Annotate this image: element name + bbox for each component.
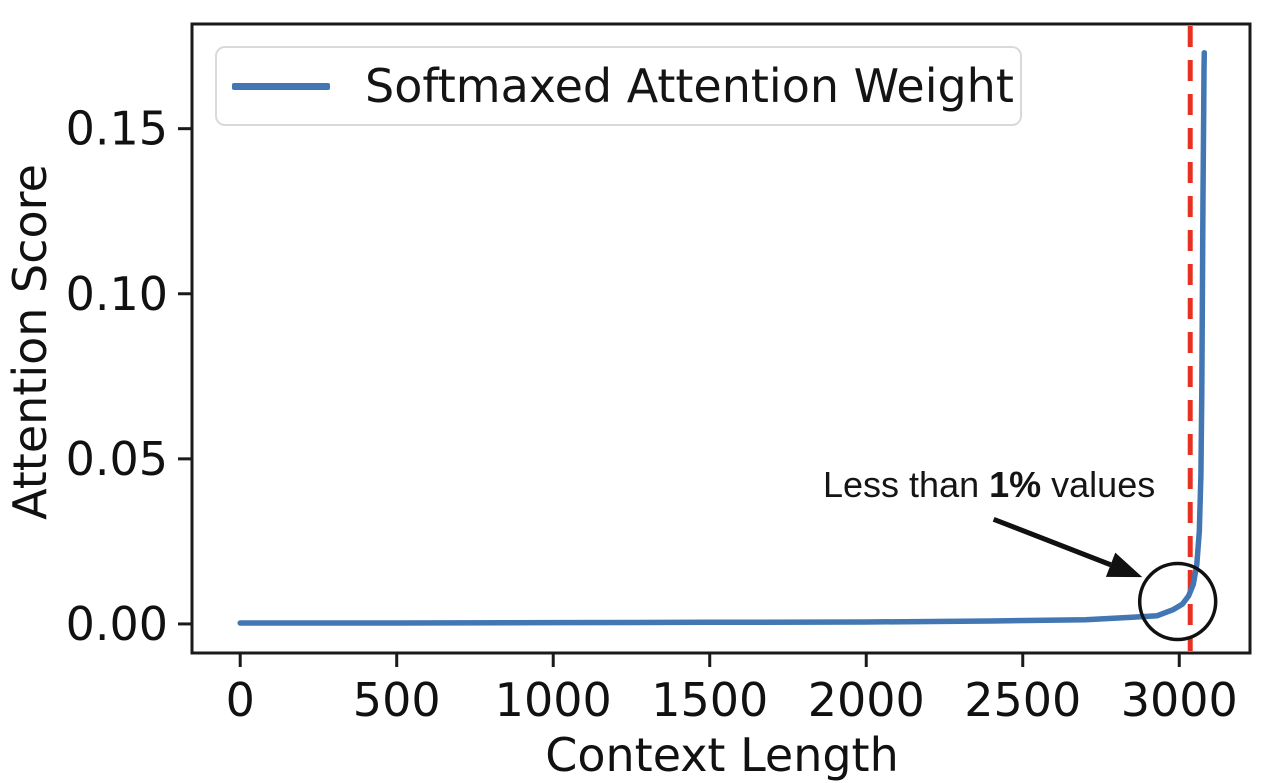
x-tick-label: 2000 bbox=[808, 673, 925, 727]
y-axis-label: Attention Score bbox=[3, 164, 57, 520]
plot-frame bbox=[190, 22, 1252, 655]
y-tick-label: 0.05 bbox=[66, 432, 168, 486]
y-tick-label: 0.15 bbox=[66, 102, 168, 156]
annotation-text: Less than 1% values bbox=[823, 464, 1155, 506]
series-line bbox=[237, 49, 1208, 626]
annotation-text-suffix: values bbox=[1041, 464, 1156, 505]
highlight-circle bbox=[1137, 561, 1218, 642]
annotation-arrow-shaft bbox=[992, 516, 1112, 568]
annotation-text-prefix: Less than bbox=[823, 464, 990, 505]
legend-box: Softmaxed Attention Weight bbox=[215, 46, 1022, 126]
x-tick-label: 0 bbox=[226, 673, 255, 727]
x-tick-label: 3000 bbox=[1121, 673, 1238, 727]
y-tick-label: 0.10 bbox=[66, 267, 168, 321]
x-tick-label: 1000 bbox=[495, 673, 612, 727]
legend-line-sample bbox=[232, 82, 330, 90]
y-tick-label: 0.00 bbox=[66, 597, 168, 651]
legend-entry-label: Softmaxed Attention Weight bbox=[365, 59, 1014, 113]
x-tick-label: 2500 bbox=[964, 673, 1081, 727]
x-tick-label: 1500 bbox=[651, 673, 768, 727]
x-axis-label: Context Length bbox=[545, 728, 899, 782]
annotation-arrow-head bbox=[1105, 552, 1143, 578]
annotation-text-bold: 1% bbox=[989, 464, 1042, 505]
x-tick-label: 500 bbox=[353, 673, 441, 727]
